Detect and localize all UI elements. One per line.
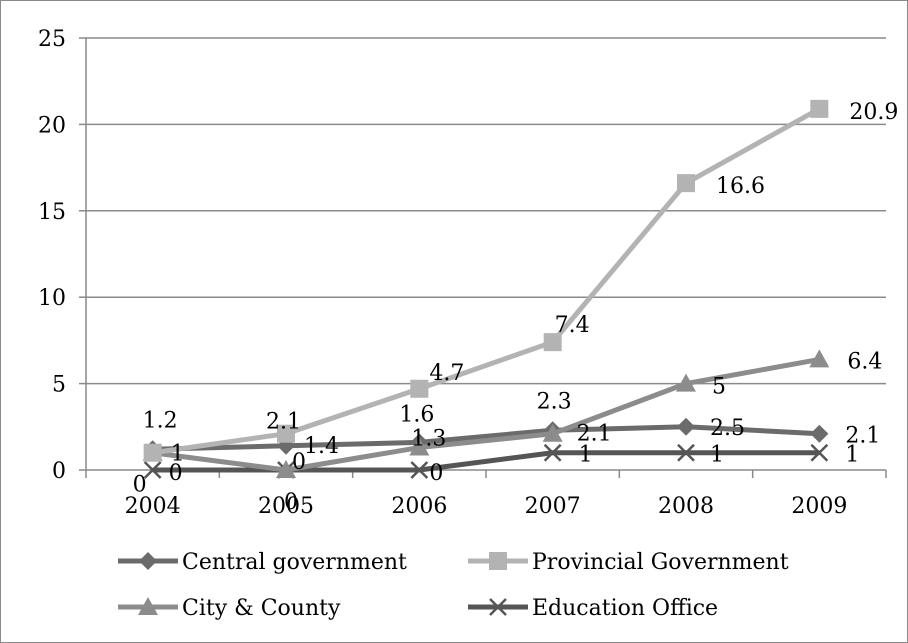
x-tick-label: 2008 xyxy=(658,494,714,519)
data-point xyxy=(809,349,830,368)
data-label: 0 xyxy=(133,473,147,498)
legend-entry: Central government xyxy=(182,550,407,575)
data-point xyxy=(542,423,563,442)
data-point xyxy=(543,443,562,462)
data-point xyxy=(409,437,430,456)
y-tick-label: 25 xyxy=(38,27,66,52)
data-label: 1 xyxy=(171,442,185,467)
data-point xyxy=(277,424,295,443)
x-tick-label: 2006 xyxy=(391,494,447,519)
y-tick-label: 0 xyxy=(52,459,66,484)
data-point xyxy=(810,424,829,443)
data-label: 1 xyxy=(579,443,593,468)
y-tick-label: 20 xyxy=(38,113,66,138)
data-point xyxy=(410,379,429,398)
data-point xyxy=(143,461,162,479)
y-tick-label: 10 xyxy=(38,286,66,311)
y-tick-label: 5 xyxy=(52,373,66,398)
data-label: 7.4 xyxy=(555,313,590,338)
data-point xyxy=(810,99,829,118)
data-label: 1.3 xyxy=(411,427,446,452)
data-label: 2.1 xyxy=(845,424,880,449)
data-label: 4.7 xyxy=(429,361,464,386)
data-label: 2.5 xyxy=(710,416,745,441)
data-label: 1.2 xyxy=(143,408,178,433)
data-label: 1.6 xyxy=(399,402,434,427)
data-point xyxy=(677,443,695,462)
data-label: 2.1 xyxy=(266,410,301,435)
data-label: 1 xyxy=(710,443,724,468)
data-label: 6.4 xyxy=(847,349,882,374)
legend-entry: Provincial Government xyxy=(532,550,789,575)
data-label: 2.1 xyxy=(577,422,612,447)
y-tick-label: 15 xyxy=(38,200,66,225)
data-point xyxy=(276,460,296,478)
data-label: 0 xyxy=(429,461,443,486)
legend-entry: Education Office xyxy=(532,596,718,621)
series-line xyxy=(152,106,821,456)
data-point xyxy=(677,174,695,193)
legend-marker xyxy=(489,552,507,570)
data-point xyxy=(543,333,562,352)
data-label: 16.6 xyxy=(716,174,765,199)
data-point xyxy=(143,443,162,462)
x-tick-label: 2007 xyxy=(525,494,581,519)
data-point xyxy=(810,443,829,462)
legend-entry: City & County xyxy=(182,596,341,621)
series-line xyxy=(152,450,820,473)
x-tick-label: 2009 xyxy=(791,494,847,519)
data-point xyxy=(677,417,695,436)
data-label: 2.3 xyxy=(537,389,572,414)
data-point xyxy=(676,373,696,392)
data-label: 0 xyxy=(292,450,306,475)
x-tick-label: 2004 xyxy=(125,494,181,519)
x-tick-label: 2005 xyxy=(258,494,314,519)
data-label: 1 xyxy=(845,443,859,468)
series-line xyxy=(152,356,820,473)
data-point xyxy=(410,461,429,479)
legend-marker xyxy=(138,597,158,615)
legend-marker xyxy=(489,598,507,616)
data-label: 1.4 xyxy=(304,434,339,459)
series-line xyxy=(152,424,820,452)
legend-marker xyxy=(139,552,157,570)
data-label: 5 xyxy=(712,375,726,400)
data-label: 0 xyxy=(284,490,298,515)
data-label: 20.9 xyxy=(849,100,898,125)
data-label: 0 xyxy=(169,461,183,486)
